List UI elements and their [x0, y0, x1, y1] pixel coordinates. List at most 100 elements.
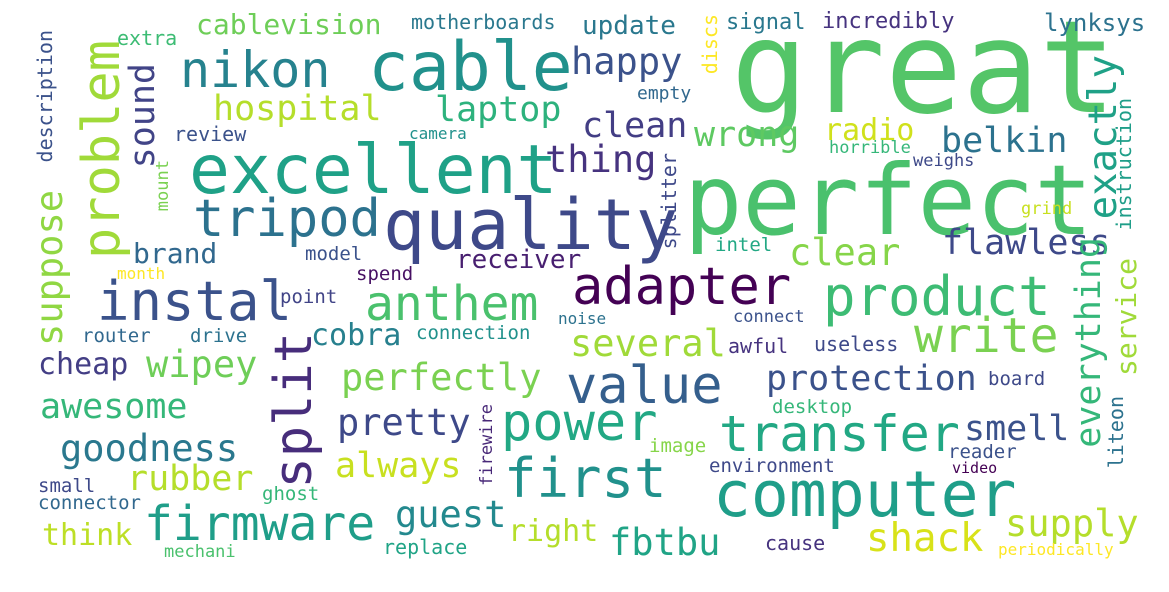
word-instal: instal — [97, 270, 293, 333]
word-horrible: horrible — [829, 138, 911, 158]
word-cable: cable — [368, 28, 573, 107]
word-extra: extra — [117, 26, 178, 50]
word-supply: supply — [1005, 502, 1139, 545]
word-split: split — [264, 332, 324, 489]
word-wipey: wipey — [146, 343, 258, 386]
word-receiver: receiver — [456, 245, 582, 275]
word-camera: camera — [409, 124, 467, 143]
word-quality: quality — [383, 184, 679, 266]
word-spend: spend — [356, 263, 414, 285]
word-reader: reader — [948, 441, 1017, 463]
word-board: board — [988, 368, 1046, 390]
word-image: image — [649, 435, 707, 457]
word-firmware: firmware — [144, 496, 376, 552]
word-computer: computer — [713, 458, 1017, 531]
word-several: several — [570, 322, 726, 365]
word-adapter: adapter — [572, 257, 792, 317]
word-environment: environment — [709, 455, 835, 477]
word-tripod: tripod — [193, 189, 381, 249]
word-suppose: suppose — [28, 190, 71, 346]
word-thing: thing — [545, 138, 657, 181]
word-grind: grind — [1021, 199, 1073, 219]
word-ghost: ghost — [262, 483, 320, 505]
word-radio: radio — [824, 113, 915, 148]
word-brand: brand — [133, 237, 218, 270]
word-clear: clear — [789, 231, 901, 274]
word-service: service — [1110, 258, 1143, 377]
word-excellent: excellent — [189, 131, 558, 210]
word-motherboards: motherboards — [411, 10, 556, 34]
word-anthem: anthem — [365, 276, 539, 332]
word-router: router — [82, 325, 151, 347]
word-update: update — [582, 11, 676, 41]
word-empty: empty — [637, 83, 692, 104]
word-weighs: weighs — [913, 151, 975, 171]
word-point: point — [280, 286, 338, 308]
word-everything: everything — [1069, 237, 1109, 448]
word-great: great — [731, 0, 1117, 143]
word-review: review — [174, 122, 247, 146]
word-perfectly: perfectly — [341, 356, 542, 399]
word-value: value — [566, 356, 723, 416]
word-smell: smell — [964, 409, 1070, 449]
word-cobra: cobra — [311, 318, 402, 353]
word-hospital: hospital — [213, 89, 382, 129]
word-cheap: cheap — [38, 347, 129, 382]
word-write: write — [914, 308, 1059, 364]
word-cablevision: cablevision — [196, 8, 382, 41]
word-right: right — [508, 514, 599, 549]
word-liteon: liteon — [1104, 396, 1128, 469]
word-periodically: periodically — [998, 540, 1114, 559]
word-first: first — [504, 447, 667, 510]
word-lynksys: lynksys — [1044, 9, 1146, 37]
word-small: small — [38, 475, 96, 497]
word-laptop: laptop — [435, 90, 562, 130]
word-flawless: flawless — [942, 223, 1111, 263]
word-think: think — [42, 518, 133, 553]
word-happy: happy — [571, 40, 683, 83]
word-cause: cause — [765, 531, 826, 555]
word-mount: mount — [153, 160, 173, 212]
word-transfer: transfer — [719, 405, 960, 463]
word-guest: guest — [395, 493, 507, 536]
word-intel: intel — [715, 234, 773, 256]
word-instruction: instruction — [1112, 98, 1136, 231]
word-awful: awful — [728, 334, 789, 358]
word-awesome: awesome — [40, 387, 188, 427]
word-firewire: firewire — [477, 404, 497, 486]
word-connect: connect — [733, 307, 805, 327]
word-power: power — [501, 393, 658, 453]
word-incredibly: incredibly — [822, 9, 955, 34]
word-desktop: desktop — [772, 396, 853, 418]
word-sound: sound — [123, 63, 163, 169]
word-month: month — [117, 264, 166, 283]
word-connection: connection — [416, 322, 531, 344]
word-mechani: mechani — [164, 542, 236, 562]
word-signal: signal — [726, 10, 806, 35]
word-clean: clean — [582, 106, 688, 146]
word-video: video — [952, 459, 998, 477]
word-perfect: perfect — [684, 144, 1093, 257]
word-discs: discs — [698, 14, 722, 75]
word-useless: useless — [814, 332, 899, 356]
word-rubber: rubber — [127, 459, 254, 499]
word-nikon: nikon — [180, 41, 331, 99]
word-replace: replace — [383, 535, 468, 559]
word-product: product — [823, 265, 1051, 328]
word-description: description — [33, 30, 57, 163]
word-splitter: splitter — [657, 153, 681, 250]
word-fbtbu: fbtbu — [609, 521, 721, 564]
word-shack: shack — [866, 516, 984, 561]
word-wrong: wrong — [694, 115, 800, 155]
word-noise: noise — [558, 309, 607, 328]
word-always: always — [335, 446, 462, 486]
word-model: model — [305, 243, 363, 265]
word-connector: connector — [38, 492, 141, 514]
word-belkin: belkin — [941, 121, 1068, 161]
word-drive: drive — [190, 325, 248, 347]
word-protection: protection — [766, 359, 977, 399]
word-pretty: pretty — [337, 401, 471, 444]
word-goodness: goodness — [60, 427, 239, 470]
word-problem: problem — [72, 40, 132, 260]
